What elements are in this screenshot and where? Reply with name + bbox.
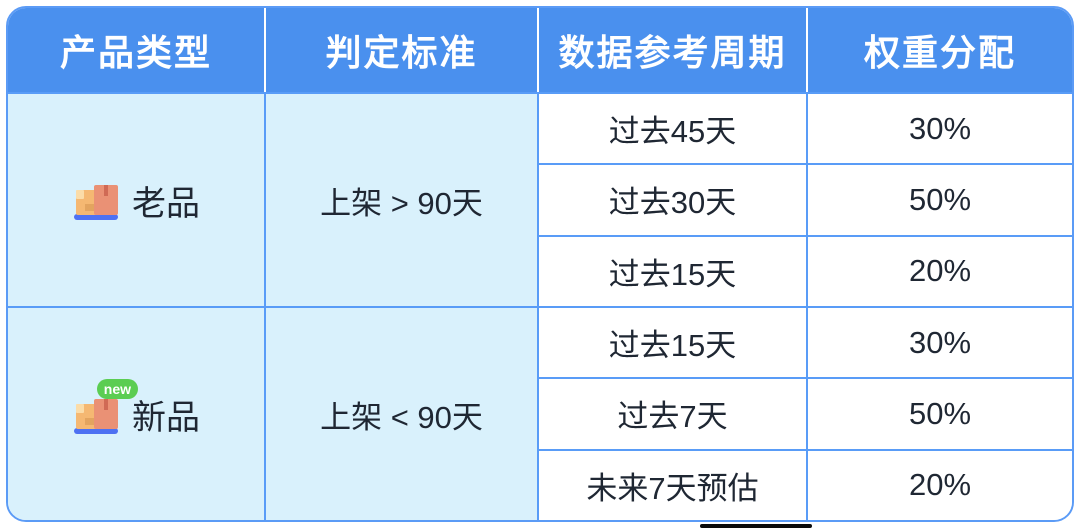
package-boxes-new-badge-icon: new xyxy=(72,379,138,436)
cell-weight: 50% xyxy=(806,163,1072,235)
cell-criteria-new: 上架 < 90天 xyxy=(264,306,537,520)
cell-product-new: new 新品 xyxy=(8,306,264,520)
product-old-label: 老品 xyxy=(132,184,200,223)
header-data-period: 数据参考周期 xyxy=(537,8,806,92)
header-weight: 权重分配 xyxy=(806,8,1072,92)
cell-weight: 50% xyxy=(806,377,1072,449)
cell-weight: 30% xyxy=(806,306,1072,378)
cell-weight: 30% xyxy=(806,92,1072,164)
product-new-label: 新品 xyxy=(132,398,200,437)
cell-period: 过去15天 xyxy=(537,234,806,306)
new-badge: new xyxy=(96,379,138,399)
cell-period: 过去15天 xyxy=(537,306,806,378)
header-product-type: 产品类型 xyxy=(8,8,264,92)
cell-weight: 20% xyxy=(806,448,1072,520)
cell-weight: 20% xyxy=(806,234,1072,306)
weight-allocation-table: 产品类型 判定标准 数据参考周期 权重分配 老品 上架 > 90天 过去45天 … xyxy=(6,6,1074,522)
cell-criteria-old: 上架 > 90天 xyxy=(264,92,537,306)
package-boxes-icon xyxy=(72,178,120,222)
header-criteria: 判定标准 xyxy=(264,8,537,92)
bottom-dark-divider xyxy=(700,524,812,528)
cell-period: 未来7天预估 xyxy=(537,448,806,520)
cell-period: 过去30天 xyxy=(537,163,806,235)
cell-period: 过去45天 xyxy=(537,92,806,164)
cell-period: 过去7天 xyxy=(537,377,806,449)
cell-product-old: 老品 xyxy=(8,92,264,306)
